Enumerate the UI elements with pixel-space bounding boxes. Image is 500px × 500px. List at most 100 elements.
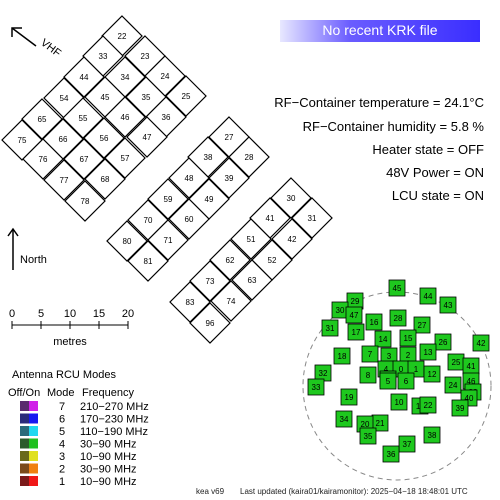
lba-antenna-label: 4 [384, 365, 389, 374]
hba-tile-96[interactable]: 96 [189, 302, 231, 344]
hba-tile-59[interactable]: 59 [147, 178, 189, 220]
lba-antenna-43[interactable]: 43 [439, 296, 457, 314]
lba-antenna-37[interactable]: 37 [398, 435, 416, 453]
lba-antenna-35[interactable]: 35 [359, 427, 377, 445]
hba-tile-55[interactable]: 55 [62, 97, 104, 139]
legend-row-mode-4: 4 30−90 MHz [20, 438, 137, 451]
lba-antenna-25[interactable]: 25 [447, 353, 465, 371]
hba-tile-25[interactable]: 25 [165, 75, 207, 117]
lba-antenna-box [379, 372, 397, 390]
lba-antenna-38[interactable]: 38 [423, 426, 441, 444]
hba-tile-31[interactable]: 31 [291, 197, 333, 239]
hba-tile-shape [168, 198, 210, 240]
lba-antenna-label: 31 [326, 324, 335, 333]
legend-mode: 3 [59, 451, 65, 463]
lba-antenna-44[interactable]: 44 [419, 287, 437, 305]
hba-tile-80[interactable]: 80 [106, 220, 148, 262]
hba-tile-label: 80 [123, 237, 132, 246]
lba-antenna-32[interactable]: 32 [314, 364, 332, 382]
lba-antenna-8[interactable]: 8 [359, 366, 377, 384]
lba-antenna-30[interactable]: 30 [331, 301, 349, 319]
legend-swatch-off [20, 463, 29, 474]
lba-antenna-box [451, 399, 469, 417]
lba-antenna-15[interactable]: 15 [399, 329, 417, 347]
hba-tile-74[interactable]: 74 [210, 280, 252, 322]
hba-tile-51[interactable]: 51 [230, 218, 272, 260]
lba-antenna-14[interactable]: 14 [374, 330, 392, 348]
hba-tile-60[interactable]: 60 [168, 198, 210, 240]
hba-tile-46[interactable]: 46 [104, 96, 146, 138]
lba-antenna-22[interactable]: 22 [419, 396, 437, 414]
lba-antenna-label: 43 [444, 301, 453, 310]
lba-antenna-41[interactable]: 41 [462, 357, 480, 375]
lba-antenna-24[interactable]: 24 [444, 376, 462, 394]
hba-tile-83[interactable]: 83 [169, 281, 211, 323]
hba-tile-71[interactable]: 71 [147, 219, 189, 261]
hba-tile-56[interactable]: 56 [83, 117, 125, 159]
lba-antenna-13[interactable]: 13 [419, 343, 437, 361]
lba-antenna-10[interactable]: 10 [390, 393, 408, 411]
lba-antenna-label: 14 [379, 335, 388, 344]
lba-antenna-26[interactable]: 26 [434, 333, 452, 351]
lba-antenna-5[interactable]: 5 [379, 372, 397, 390]
hba-tile-78[interactable]: 78 [64, 180, 106, 222]
hba-tile-shape [189, 302, 231, 344]
lba-antenna-16[interactable]: 16 [365, 313, 383, 331]
lba-antenna-17[interactable]: 17 [347, 323, 365, 341]
hba-tile-65[interactable]: 65 [21, 98, 63, 140]
lba-antenna-27[interactable]: 27 [413, 316, 431, 334]
lba-antenna-47[interactable]: 47 [345, 306, 363, 324]
lba-antenna-45[interactable]: 45 [388, 279, 406, 297]
hba-tile-label: 62 [226, 256, 235, 265]
lba-antenna-2[interactable]: 2 [399, 346, 417, 364]
lba-antenna-7[interactable]: 7 [361, 345, 379, 363]
hba-tile-42[interactable]: 42 [271, 218, 313, 260]
hba-tile-39[interactable]: 39 [208, 157, 250, 199]
hba-tile-44[interactable]: 44 [63, 56, 105, 98]
lba-antenna-18[interactable]: 18 [333, 347, 351, 365]
hba-tile-68[interactable]: 68 [84, 158, 126, 200]
hba-tile-label: 83 [186, 298, 195, 307]
lba-antenna-34[interactable]: 34 [335, 410, 353, 428]
hba-tile-47[interactable]: 47 [126, 116, 168, 158]
lba-antenna-label: 44 [424, 292, 433, 301]
hba-tile-shape [63, 138, 105, 180]
hba-tile-73[interactable]: 73 [189, 260, 231, 302]
lba-antenna-box [419, 287, 437, 305]
lba-antenna-box [390, 393, 408, 411]
lba-antenna-12[interactable]: 12 [423, 365, 441, 383]
hba-tile-62[interactable]: 62 [209, 239, 251, 281]
hba-tile-28[interactable]: 28 [228, 136, 270, 178]
lba-antenna-label: 45 [393, 284, 402, 293]
hba-tile-label: 35 [142, 93, 151, 102]
lba-antenna-28[interactable]: 28 [389, 309, 407, 327]
lba-antenna-box [419, 343, 437, 361]
lba-antenna-box [359, 427, 377, 445]
hba-tile-label: 47 [143, 133, 152, 142]
legend-mode: 5 [59, 426, 65, 438]
hba-tile-81[interactable]: 81 [127, 240, 169, 282]
hba-tile-57[interactable]: 57 [104, 137, 146, 179]
hba-tile-label: 45 [101, 93, 110, 102]
hba-tile-shape [208, 157, 250, 199]
legend-mode: 7 [59, 401, 65, 413]
hba-tile-label: 33 [99, 52, 108, 61]
hba-tile-77[interactable]: 77 [43, 159, 85, 201]
lba-antenna-label: 36 [387, 450, 396, 459]
lba-antenna-33[interactable]: 33 [307, 378, 325, 396]
hba-tile-label: 41 [266, 214, 275, 223]
hba-tile-48[interactable]: 48 [168, 157, 210, 199]
lba-antenna-31[interactable]: 31 [321, 319, 339, 337]
lba-antenna-19[interactable]: 19 [340, 388, 358, 406]
lba-antenna-42[interactable]: 42 [472, 334, 490, 352]
hba-tile-67[interactable]: 67 [63, 138, 105, 180]
lba-antenna-36[interactable]: 36 [382, 445, 400, 463]
hba-tile-30[interactable]: 30 [270, 177, 312, 219]
hba-tile-label: 78 [81, 197, 90, 206]
lba-antenna-39[interactable]: 39 [451, 399, 469, 417]
hba-tile-76[interactable]: 76 [22, 138, 64, 180]
lba-antenna-6[interactable]: 6 [397, 372, 415, 390]
hba-tile-63[interactable]: 63 [231, 259, 273, 301]
legend-row-mode-5: 5 110−190 MHz [20, 426, 148, 438]
legend-mode: 1 [59, 476, 65, 488]
